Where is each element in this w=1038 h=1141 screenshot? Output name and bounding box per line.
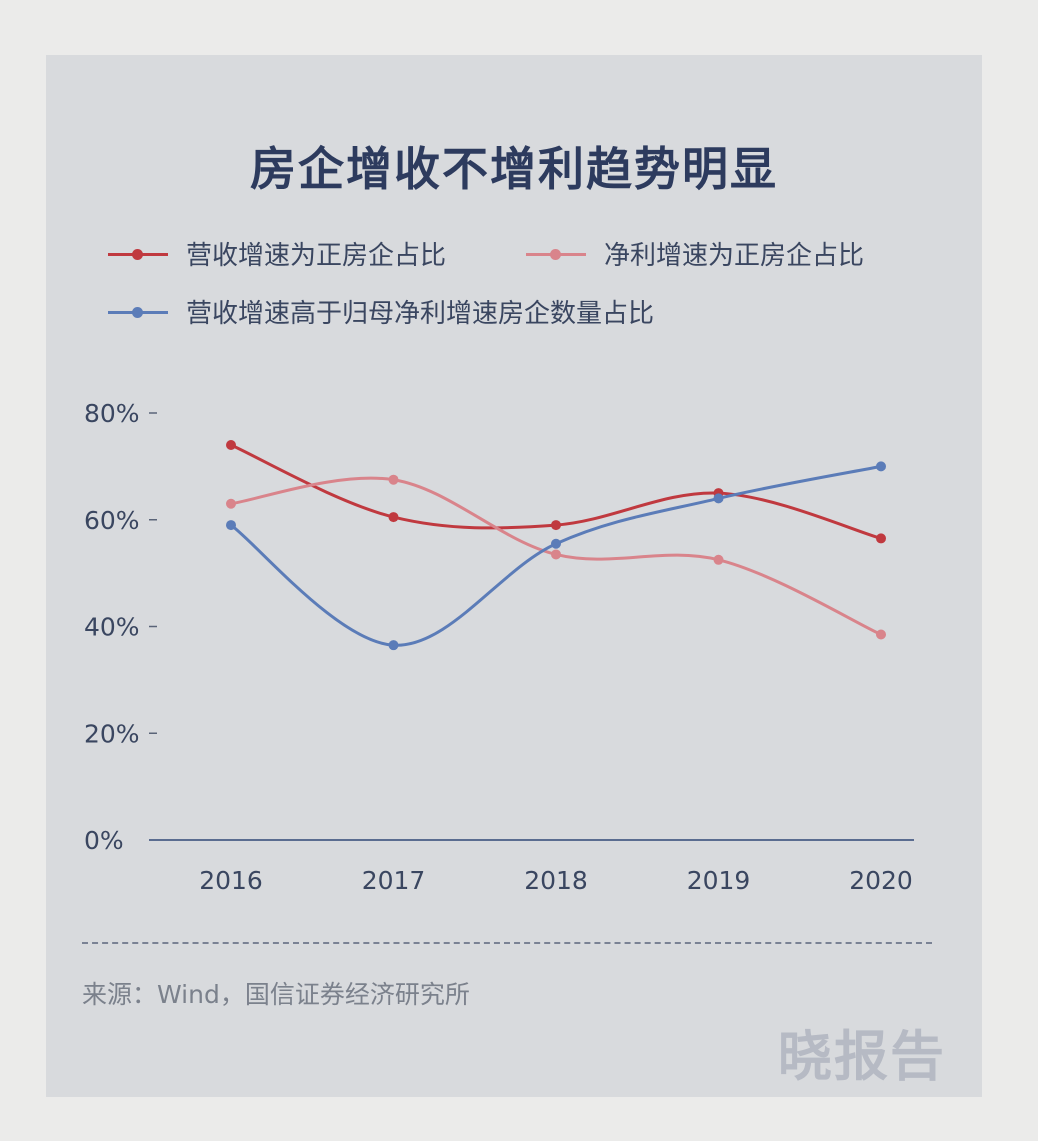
x-tick-label: 2016 — [199, 866, 263, 895]
y-tick-label: 60% — [84, 506, 140, 535]
divider-dashed — [82, 942, 932, 944]
y-tick-label: 80% — [84, 399, 140, 428]
series-point-2 — [713, 493, 724, 504]
legend-item-revenue: 营收增速为正房企占比 — [108, 235, 446, 272]
series-point-2 — [876, 461, 886, 472]
series-point-1 — [551, 549, 561, 560]
watermark-logo: 晓报告 — [778, 1025, 946, 1088]
y-tick-label: 20% — [84, 719, 140, 748]
series-point-0 — [876, 533, 886, 544]
series-point-1 — [713, 554, 724, 565]
chart-title: 房企增收不增利趋势明显 — [250, 142, 778, 196]
series-point-0 — [226, 440, 236, 451]
legend-label-profit: 净利增速为正房企占比 — [604, 241, 865, 271]
legend-label-revenue: 营收增速为正房企占比 — [186, 241, 447, 271]
legend-label-revenue-over-profit: 营收增速高于归母净利增速房企数量占比 — [186, 299, 655, 329]
series-point-2 — [226, 520, 236, 531]
line-chart: 0% 20% 40% 60% 80% 2016 2017 2018 2019 2020 — [84, 399, 914, 895]
x-tick-label: 2020 — [849, 866, 913, 895]
series-line-2 — [230, 464, 882, 647]
series-point-0 — [388, 512, 399, 523]
legend-swatch-revenue-over-profit — [108, 302, 168, 322]
series-point-0 — [551, 520, 561, 531]
legend-item-profit: 净利增速为正房企占比 — [526, 235, 864, 272]
legend-item-revenue-over-profit: 营收增速高于归母净利增速房企数量占比 — [108, 293, 654, 330]
y-tick-label: 40% — [84, 613, 140, 642]
x-tick-label: 2018 — [524, 866, 588, 895]
x-tick-label: 2019 — [687, 866, 751, 895]
series-point-1 — [876, 629, 886, 640]
chart-card: 房企增收不增利趋势明显 营收增速为正房企占比 净利增速为正房企占比 营收增速高于… — [46, 55, 982, 1097]
series-point-2 — [388, 640, 399, 651]
y-tick-label: 0% — [84, 826, 124, 855]
legend-swatch-profit — [526, 244, 586, 264]
legend-swatch-revenue — [108, 244, 168, 264]
source-note: 来源：Wind，国信证券经济研究所 — [82, 980, 470, 1009]
series-point-2 — [551, 538, 561, 549]
series-point-1 — [388, 474, 399, 485]
series-point-1 — [226, 498, 236, 509]
x-tick-label: 2017 — [362, 866, 426, 895]
